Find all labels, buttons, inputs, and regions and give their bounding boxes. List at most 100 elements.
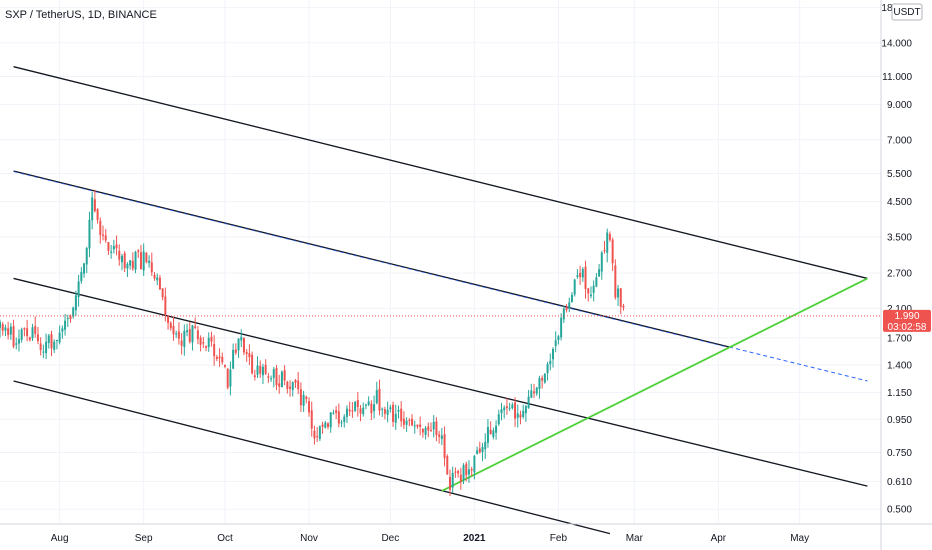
candle-body	[470, 468, 473, 471]
candle-body	[589, 294, 592, 297]
candle-body	[58, 332, 61, 343]
candle-body	[275, 368, 278, 386]
candle-body	[448, 477, 451, 490]
candle-body	[611, 239, 614, 264]
time-tick-label: 2021	[463, 533, 486, 544]
price-tick-label: 11.000	[882, 72, 912, 83]
currency-badge[interactable]: USDT	[891, 3, 923, 21]
candle-body	[554, 340, 557, 347]
candle-body	[134, 251, 137, 270]
candle-body	[432, 421, 435, 430]
candle-body	[17, 339, 20, 344]
candle-body	[213, 344, 216, 357]
candle-body	[210, 336, 213, 342]
candle-body	[606, 232, 609, 253]
candle-body	[486, 427, 489, 443]
candle-body	[608, 234, 611, 240]
candle-body	[145, 252, 148, 263]
candle-body	[177, 331, 180, 339]
candle-body	[416, 424, 419, 427]
candle-body	[102, 234, 105, 236]
time-axis[interactable]: Aug Sep Oct Nov Dec 2021 Feb Mar Apr May	[51, 533, 809, 544]
svg-text:03:02:58: 03:02:58	[888, 322, 927, 333]
candle-body	[440, 435, 443, 439]
candle-body	[389, 407, 392, 410]
candle-body	[61, 328, 64, 332]
candle-body	[31, 327, 34, 339]
candle-body	[370, 403, 373, 414]
candle-body	[167, 316, 170, 323]
candle-body	[34, 326, 37, 334]
candle-body	[481, 446, 484, 453]
candle-body	[419, 424, 422, 427]
channel-mid[interactable]	[13, 170, 730, 348]
candle-body	[378, 388, 381, 411]
candle-body	[137, 250, 140, 252]
candle-body	[522, 410, 525, 417]
price-tick-label: 4.500	[887, 197, 912, 208]
candle-body	[527, 396, 530, 408]
channel-upper[interactable]	[13, 66, 868, 280]
candle-body	[435, 421, 438, 436]
support-rising[interactable]	[441, 277, 868, 492]
candle-body	[129, 260, 132, 266]
candle-body	[362, 407, 365, 415]
candle-body	[267, 376, 270, 378]
candle-body	[473, 456, 476, 473]
price-tick-label: 2.700	[887, 269, 912, 280]
trend-lines[interactable]	[13, 66, 868, 535]
candle-body	[0, 321, 1, 328]
candle-body	[316, 436, 319, 438]
candle-body	[245, 352, 248, 354]
candle-body	[508, 407, 511, 409]
candle-body	[405, 420, 408, 425]
candle-body	[459, 474, 462, 482]
candle-body	[164, 296, 167, 315]
candle-body	[313, 430, 316, 439]
candle-body	[150, 262, 153, 273]
candle-body	[207, 338, 210, 348]
price-tick-label: 3.500	[887, 232, 912, 243]
candle-body	[237, 338, 240, 351]
channel-mid-extension[interactable]	[729, 346, 868, 382]
candle-body	[535, 387, 538, 394]
candle-body	[256, 365, 259, 375]
channel-lower-2[interactable]	[13, 380, 611, 535]
candle-body	[123, 253, 126, 269]
candle-body	[50, 334, 53, 349]
candle-body	[80, 271, 83, 282]
svg-text:USDT: USDT	[893, 7, 920, 18]
price-tick-label: 1.400	[887, 361, 912, 372]
candle-body	[570, 294, 573, 303]
candle-body	[188, 329, 191, 342]
price-tick-label: 14.000	[881, 38, 912, 49]
candle-body	[598, 269, 601, 277]
candles	[0, 189, 625, 496]
candle-body	[411, 418, 414, 426]
candle-body	[20, 329, 23, 340]
candle-body	[329, 412, 332, 428]
candle-body	[39, 343, 42, 351]
candle-body	[104, 235, 107, 241]
candle-body	[427, 426, 430, 431]
candle-body	[451, 472, 454, 488]
candle-body	[310, 410, 313, 429]
time-tick-label: Dec	[381, 533, 399, 544]
candle-body	[302, 394, 305, 406]
candle-body	[505, 406, 508, 409]
candle-body	[36, 334, 39, 342]
candle-body	[126, 263, 129, 269]
time-tick-label: Feb	[550, 533, 568, 544]
candle-body	[549, 360, 552, 365]
candle-body	[7, 328, 10, 336]
candle-body	[264, 364, 267, 374]
candle-body	[421, 428, 424, 433]
candle-body	[516, 413, 519, 418]
time-tick-label: Oct	[217, 533, 233, 544]
price-axis[interactable]: 18.00014.00011.0009.0007.0005.5004.5003.…	[881, 3, 912, 516]
channel-lower-1[interactable]	[13, 277, 868, 487]
candle-body	[500, 409, 503, 414]
candle-body	[457, 470, 460, 474]
